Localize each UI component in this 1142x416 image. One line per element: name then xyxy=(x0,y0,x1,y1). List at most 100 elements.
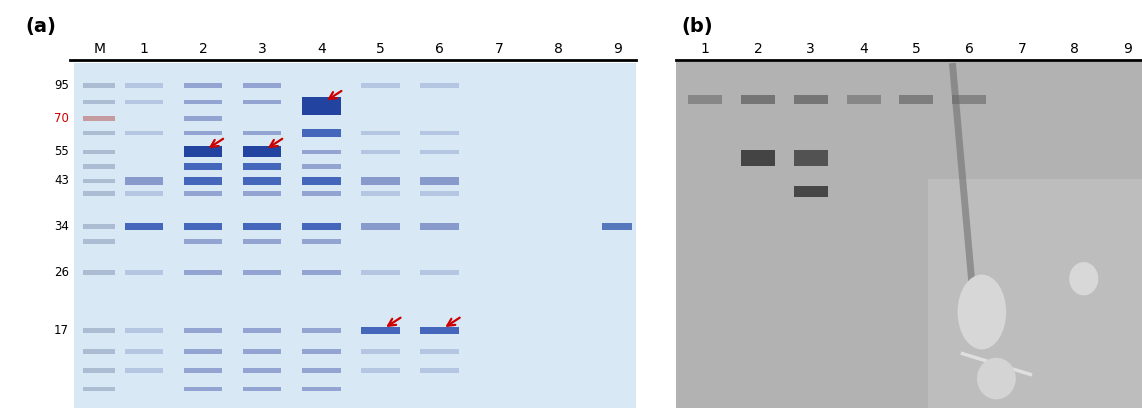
Bar xyxy=(124,329,163,333)
Bar xyxy=(184,270,223,275)
Bar xyxy=(361,368,400,373)
Bar xyxy=(124,191,163,196)
Bar xyxy=(243,224,281,229)
Bar xyxy=(303,329,340,333)
Text: 4: 4 xyxy=(317,42,325,56)
Bar xyxy=(928,179,1142,408)
Bar xyxy=(184,239,223,244)
Ellipse shape xyxy=(957,275,1006,349)
Bar xyxy=(124,224,163,229)
Bar xyxy=(420,83,459,87)
Text: 70: 70 xyxy=(54,112,69,125)
Ellipse shape xyxy=(1069,262,1099,295)
Bar xyxy=(243,179,281,183)
Bar xyxy=(361,224,400,229)
Bar xyxy=(420,224,459,229)
Text: 7: 7 xyxy=(1018,42,1027,56)
Bar xyxy=(303,191,340,196)
Bar xyxy=(124,99,163,104)
Bar xyxy=(83,131,115,135)
Bar xyxy=(243,163,281,170)
Bar xyxy=(124,179,163,183)
Text: (a): (a) xyxy=(25,17,56,36)
Bar xyxy=(83,368,115,373)
Bar xyxy=(361,149,400,154)
Text: 1: 1 xyxy=(701,42,709,56)
Bar xyxy=(83,99,115,104)
Text: 6: 6 xyxy=(435,42,444,56)
Bar xyxy=(124,83,163,87)
Bar xyxy=(303,368,340,373)
Bar xyxy=(124,223,163,230)
Bar xyxy=(184,191,223,196)
Bar xyxy=(184,116,223,121)
Text: 2: 2 xyxy=(199,42,208,56)
Bar xyxy=(243,387,281,391)
Text: 43: 43 xyxy=(54,174,69,188)
Bar xyxy=(303,349,340,354)
Bar xyxy=(420,349,459,354)
Bar xyxy=(741,95,775,104)
Bar xyxy=(361,349,400,354)
Text: 26: 26 xyxy=(54,266,69,279)
Bar xyxy=(420,368,459,373)
Bar xyxy=(243,191,281,196)
Bar xyxy=(83,224,115,229)
Text: 2: 2 xyxy=(754,42,763,56)
Text: 8: 8 xyxy=(1070,42,1079,56)
Text: 1: 1 xyxy=(139,42,148,56)
Bar xyxy=(73,63,636,408)
Bar xyxy=(184,99,223,104)
Bar xyxy=(303,224,340,229)
Bar xyxy=(303,223,340,230)
Bar xyxy=(83,179,115,183)
Bar xyxy=(184,163,223,170)
Bar xyxy=(420,191,459,196)
Bar xyxy=(794,186,828,197)
Bar xyxy=(420,327,459,334)
Bar xyxy=(243,329,281,333)
Bar xyxy=(303,177,340,185)
Bar xyxy=(361,191,400,196)
Bar xyxy=(361,131,400,135)
Bar xyxy=(83,191,115,196)
Bar xyxy=(303,179,340,183)
Ellipse shape xyxy=(978,358,1016,399)
Bar xyxy=(794,95,828,104)
Text: 9: 9 xyxy=(613,42,621,56)
Text: 7: 7 xyxy=(494,42,504,56)
Bar xyxy=(184,131,223,135)
Bar xyxy=(243,164,281,169)
Bar xyxy=(124,270,163,275)
Bar xyxy=(184,349,223,354)
Text: 55: 55 xyxy=(55,145,69,158)
Bar xyxy=(420,177,459,185)
Bar xyxy=(676,62,1142,408)
Bar xyxy=(952,95,986,104)
Text: 3: 3 xyxy=(806,42,815,56)
Text: 34: 34 xyxy=(54,220,69,233)
Bar xyxy=(420,131,459,135)
Bar xyxy=(83,239,115,244)
Bar xyxy=(243,368,281,373)
Bar xyxy=(83,116,115,121)
Bar xyxy=(303,131,340,135)
Bar xyxy=(361,83,400,87)
Text: 9: 9 xyxy=(1123,42,1132,56)
Bar xyxy=(243,83,281,87)
Text: 95: 95 xyxy=(54,79,69,92)
Bar xyxy=(361,177,400,185)
Bar xyxy=(361,223,400,230)
Bar xyxy=(83,149,115,154)
Bar xyxy=(184,177,223,185)
Bar xyxy=(184,146,223,157)
Bar xyxy=(83,83,115,87)
Bar xyxy=(303,387,340,391)
Bar xyxy=(846,95,880,104)
Bar xyxy=(83,349,115,354)
Text: 3: 3 xyxy=(258,42,266,56)
Bar xyxy=(420,149,459,154)
Bar xyxy=(602,223,633,230)
Bar xyxy=(243,239,281,244)
Text: 5: 5 xyxy=(376,42,385,56)
